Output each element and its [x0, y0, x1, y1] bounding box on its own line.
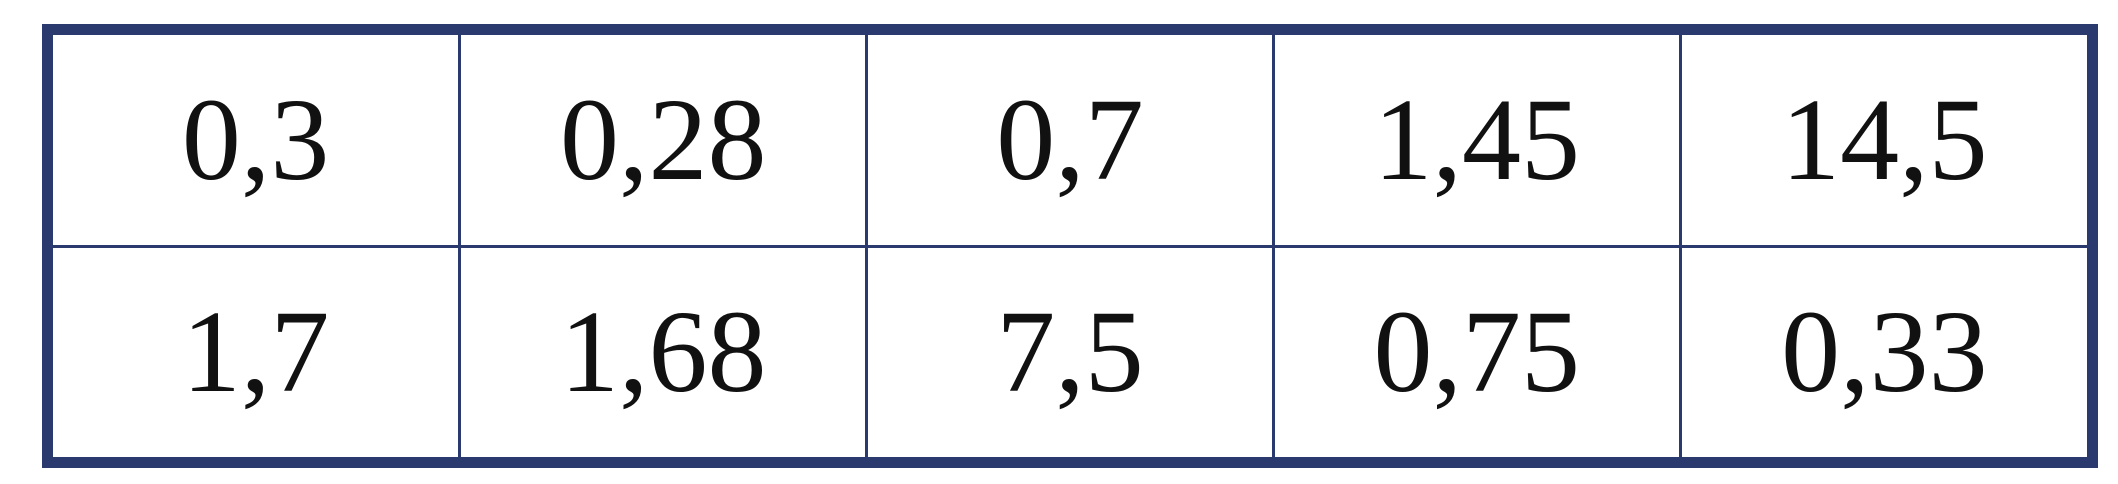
table-cell: 1,45 [1271, 35, 1682, 248]
table-cell: 0,28 [458, 35, 869, 248]
table-cell: 14,5 [1678, 35, 2087, 248]
table-cell: 7,5 [865, 244, 1275, 457]
table-cell: 0,7 [865, 35, 1275, 248]
number-table-frame: 0,3 0,28 0,7 1,45 14,5 1,7 1,68 7,5 0,75… [42, 24, 2098, 468]
table-row-1: 0,3 0,28 0,7 1,45 14,5 [53, 35, 2087, 248]
table-cell: 0,75 [1271, 244, 1682, 457]
table-cell: 1,7 [53, 244, 462, 457]
table-cell: 1,68 [458, 244, 869, 457]
table-cell: 0,33 [1678, 244, 2087, 457]
number-table: 0,3 0,28 0,7 1,45 14,5 1,7 1,68 7,5 0,75… [53, 35, 2087, 457]
table-row-2: 1,7 1,68 7,5 0,75 0,33 [53, 244, 2087, 457]
table-cell: 0,3 [53, 35, 462, 248]
